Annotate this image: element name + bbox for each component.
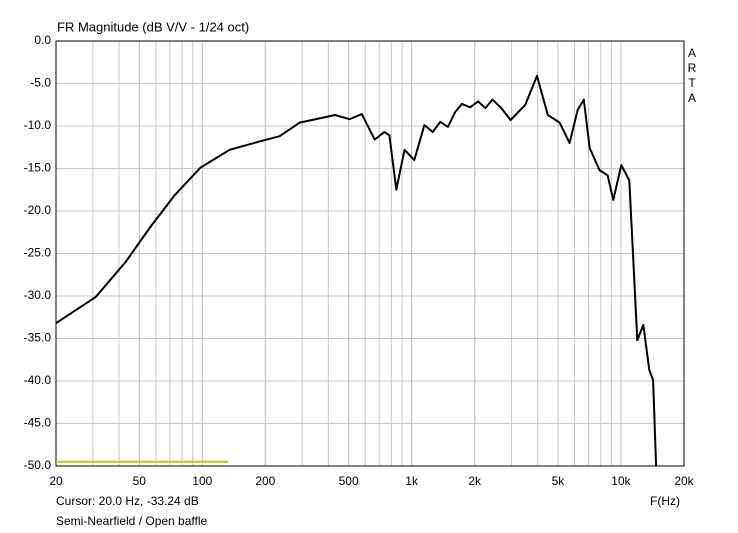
x-tick-label: 10k [611,474,631,488]
y-tick-label: -25.0 [24,246,52,260]
x-tick-label: 50 [133,474,147,488]
y-tick-label: 0.0 [34,33,51,47]
x-tick-label: 200 [255,474,275,488]
plot-frame [55,40,685,467]
x-tick-label: 5k [552,474,566,488]
y-tick-label: -30.0 [24,288,52,302]
y-tick-label: -50.0 [24,458,52,472]
y-tick-label: -15.0 [24,161,52,175]
x-tick-label: 20k [674,474,694,488]
x-tick-label: 20 [49,474,63,488]
brand: ARTA [685,46,699,106]
y-tick-label: -5.0 [30,76,51,90]
y-tick-label: -20.0 [24,203,52,217]
x-tick-label: 1k [405,474,419,488]
x-tick-label: 100 [192,474,212,488]
y-tick-label: -45.0 [24,416,52,430]
measurement-note: Semi-Nearfield / Open baffle [56,514,208,528]
cursor-readout: Cursor: 20.0 Hz, -33.24 dB [56,494,199,508]
response-curve [55,74,658,467]
chart-title: FR Magnitude (dB V/V - 1/24 oct) [57,19,249,34]
y-tick-label: -40.0 [24,373,52,387]
y-tick-label: -35.0 [24,331,52,345]
x-axis-label: F(Hz) [650,494,680,508]
y-tick-label: -10.0 [24,118,52,132]
x-tick-label: 500 [339,474,359,488]
x-tick-label: 2k [468,474,482,488]
